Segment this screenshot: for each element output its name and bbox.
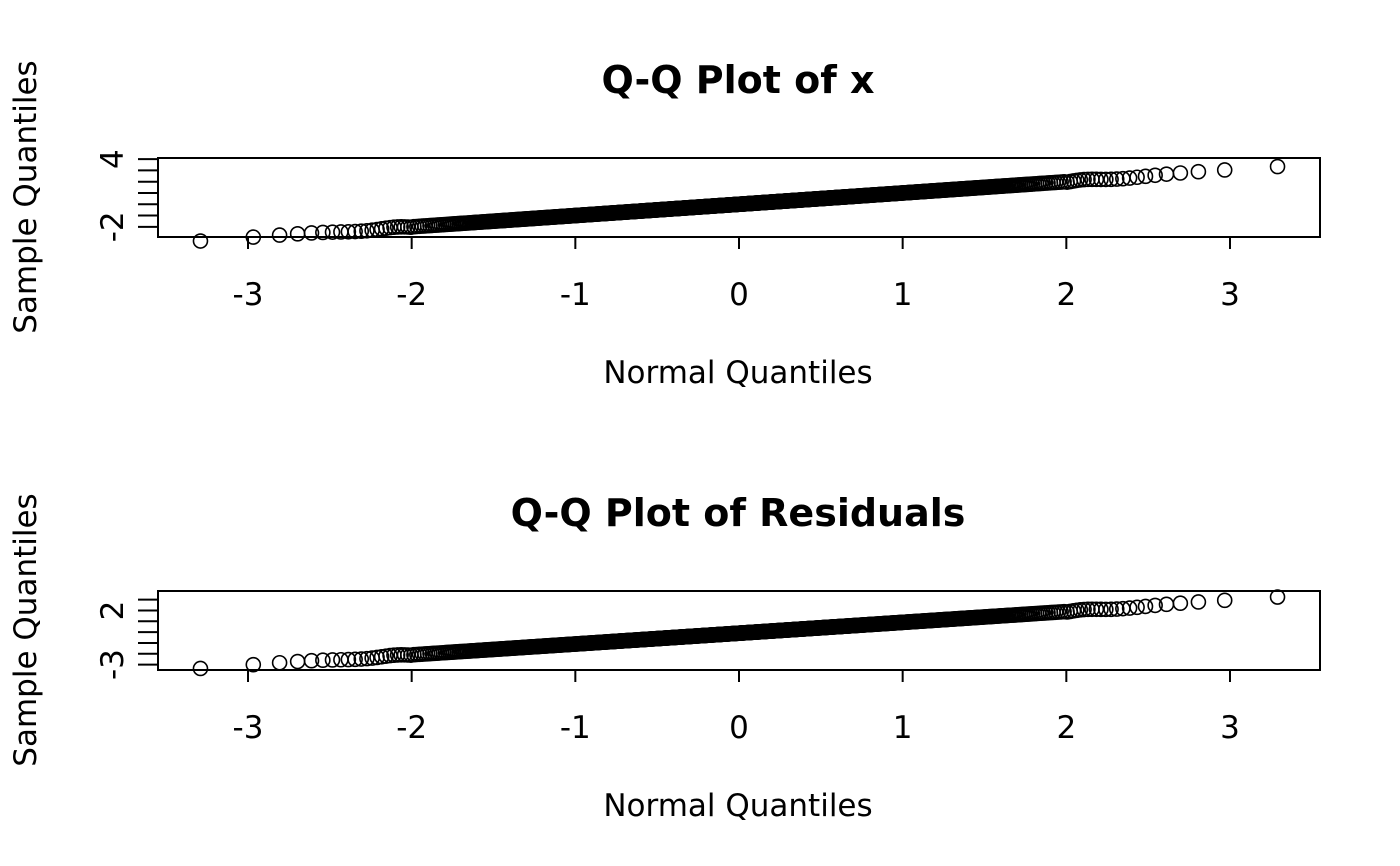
x-tick-label: 2 <box>1056 710 1076 746</box>
qq-point <box>1098 601 1114 618</box>
qq-point <box>1093 601 1109 618</box>
qq-panel-2: Q-Q Plot of Residuals -3 -2 -1 0 1 2 3 -3 2 Normal… <box>8 491 1321 824</box>
qq-point <box>1190 594 1207 610</box>
qq-point <box>359 222 375 239</box>
qq-point <box>303 652 320 669</box>
qq-point <box>1080 171 1096 188</box>
qq-point <box>245 656 262 673</box>
x-tick-label: 1 <box>893 710 913 746</box>
qq-point <box>1076 601 1092 618</box>
qq-point <box>1121 170 1138 186</box>
x-tick-label: 0 <box>729 710 749 746</box>
qq-point <box>1129 169 1145 186</box>
x-tick-label: -2 <box>396 277 427 313</box>
qq-panel-1: Q-Q Plot of x -3 -2 -1 0 1 2 3 -2 4 Normal Quantil… <box>8 58 1321 391</box>
qq-point <box>1216 592 1233 609</box>
qq-point <box>1080 601 1096 618</box>
qq-point <box>324 224 341 240</box>
qq-point <box>271 227 288 243</box>
qq-point <box>289 653 306 670</box>
qq-point <box>303 225 320 241</box>
chart-title: Q-Q Plot of Residuals <box>511 491 966 535</box>
y-tick-label: 4 <box>95 149 131 169</box>
qq-point <box>1121 600 1138 616</box>
qq-point <box>324 652 341 668</box>
qq-point <box>347 651 363 668</box>
qq-point <box>1269 589 1286 605</box>
x-tick-label: 1 <box>893 277 913 313</box>
qq-point <box>271 654 288 671</box>
qq-point <box>315 652 331 669</box>
qq-point <box>1129 599 1145 616</box>
qq-point <box>192 660 209 677</box>
qq-point <box>353 651 370 667</box>
x-axis-label: Normal Quantiles <box>603 355 872 391</box>
qq-point <box>315 224 331 241</box>
y-tick-label: 2 <box>95 601 131 621</box>
qq-point <box>1147 167 1163 184</box>
qq-point <box>192 233 209 249</box>
qq-point <box>1172 165 1189 181</box>
points <box>192 158 1286 249</box>
qq-point <box>340 223 357 240</box>
qq-point <box>1137 598 1154 615</box>
qq-point <box>353 223 370 240</box>
qq-point <box>289 226 306 242</box>
x-tick-label: -3 <box>233 710 264 746</box>
qq-point <box>1269 158 1286 175</box>
qq-point <box>1147 597 1163 614</box>
x-tick-label: -2 <box>396 710 427 746</box>
x-tick-label: 3 <box>1220 277 1240 313</box>
y-tick-label: -2 <box>95 211 131 242</box>
x-tick-label: -1 <box>560 710 591 746</box>
qq-point <box>359 650 375 667</box>
x-tick-label: -3 <box>233 277 264 313</box>
points <box>192 589 1286 677</box>
y-axis-label: Sample Quantiles <box>8 60 44 333</box>
qq-point <box>1108 601 1125 617</box>
y-tick-label: -3 <box>95 649 131 680</box>
x-axis-label: Normal Quantiles <box>603 788 872 824</box>
qq-point <box>1103 171 1119 188</box>
x-tick-label: 3 <box>1220 710 1240 746</box>
x-tick-label: 2 <box>1056 277 1076 313</box>
qq-point <box>1172 595 1189 612</box>
qq-point <box>1093 171 1109 188</box>
qq-point <box>1103 601 1119 618</box>
qq-point <box>1190 163 1207 180</box>
qq-point <box>1137 168 1154 185</box>
chart-title: Q-Q Plot of x <box>601 58 874 102</box>
qq-point <box>1076 171 1092 188</box>
y-axis-label: Sample Quantiles <box>8 493 44 766</box>
x-tick-label: -1 <box>560 277 591 313</box>
qq-point <box>1098 171 1114 188</box>
qq-point <box>347 223 363 240</box>
qq-point <box>1216 162 1233 178</box>
qq-point <box>245 229 262 245</box>
qq-point <box>340 651 357 668</box>
x-tick-label: 0 <box>729 277 749 313</box>
qq-point <box>1108 171 1125 187</box>
